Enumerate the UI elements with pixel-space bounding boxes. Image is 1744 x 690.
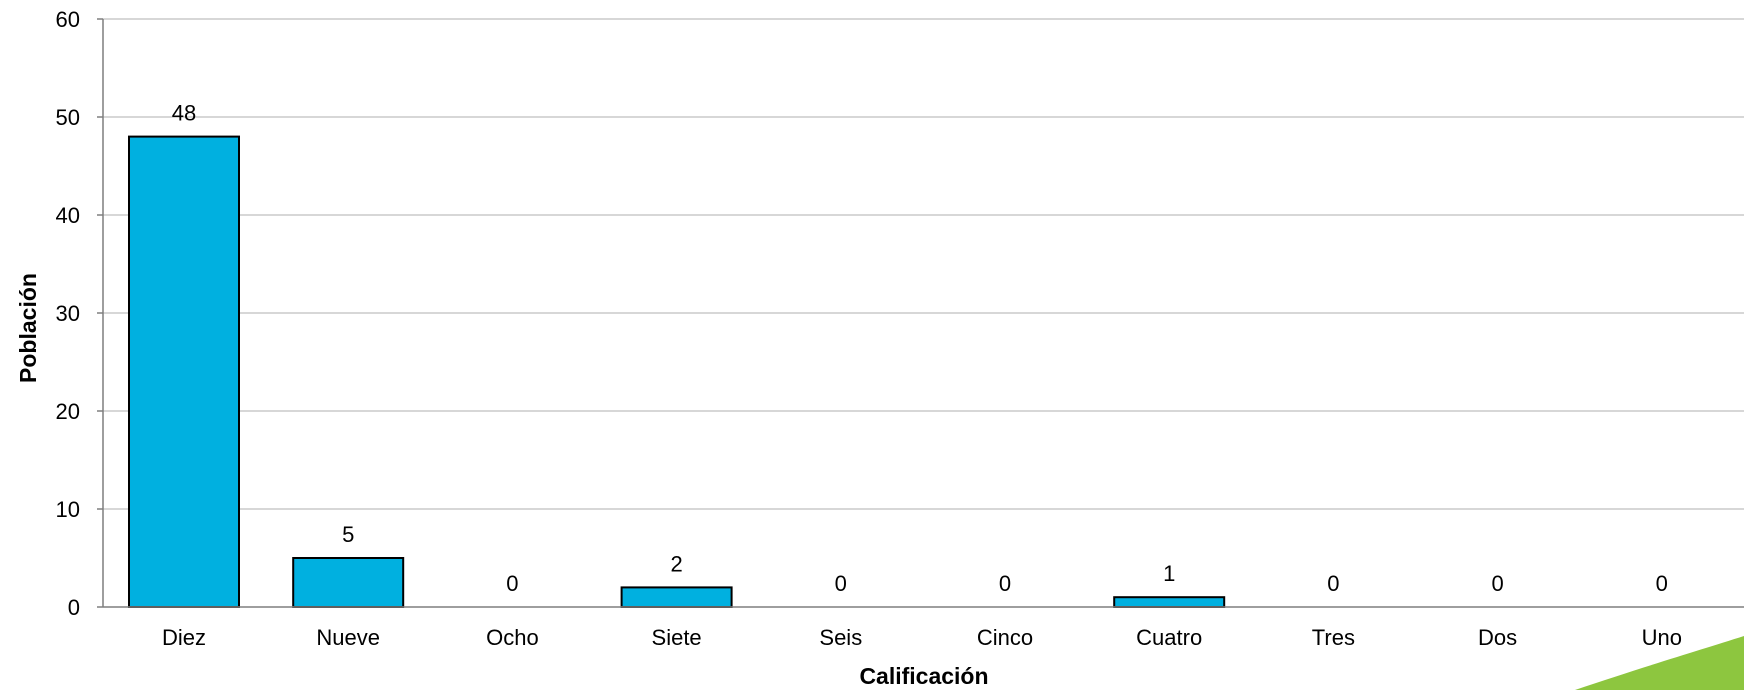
x-category-labels: Diez Nueve Ocho Siete Seis Cinco Cuatro Tres Dos… bbox=[162, 625, 1682, 650]
gridlines bbox=[103, 18, 1744, 510]
y-tick-label: 60 bbox=[56, 7, 80, 32]
data-label: 0 bbox=[506, 571, 518, 596]
x-tick-label: Diez bbox=[162, 625, 206, 650]
data-label: 2 bbox=[670, 551, 682, 576]
green-swoosh-decoration bbox=[1575, 636, 1744, 690]
bar-cuatro bbox=[1113, 596, 1226, 609]
data-labels: 48 5 0 2 0 0 1 0 0 0 bbox=[172, 101, 1668, 596]
x-tick-label: Nueve bbox=[316, 625, 380, 650]
bar-nueve bbox=[292, 557, 405, 608]
bar-siete bbox=[620, 586, 733, 609]
bar-diez bbox=[128, 135, 240, 608]
bars bbox=[128, 135, 1226, 609]
x-tick-label: Uno bbox=[1642, 625, 1682, 650]
data-label: 0 bbox=[1656, 571, 1668, 596]
x-tick-label: Tres bbox=[1312, 625, 1355, 650]
y-tick-label: 50 bbox=[56, 105, 80, 130]
x-tick-label: Siete bbox=[652, 625, 702, 650]
x-tick-label: Seis bbox=[819, 625, 862, 650]
data-label: 0 bbox=[999, 571, 1011, 596]
x-tick-label: Cinco bbox=[977, 625, 1033, 650]
y-tick-labels: 0 10 20 30 40 50 60 bbox=[56, 7, 80, 620]
y-tick-label: 20 bbox=[56, 399, 80, 424]
data-label: 0 bbox=[1327, 571, 1339, 596]
data-label: 48 bbox=[172, 101, 196, 126]
y-tick-label: 0 bbox=[68, 595, 80, 620]
data-label: 5 bbox=[342, 522, 354, 547]
data-label: 1 bbox=[1163, 561, 1175, 586]
y-axis-title: Población bbox=[15, 273, 41, 383]
x-axis-title: Calificación bbox=[859, 663, 988, 689]
data-label: 0 bbox=[1491, 571, 1503, 596]
x-tick-label: Ocho bbox=[486, 625, 539, 650]
axes bbox=[97, 18, 1744, 608]
y-tick-label: 10 bbox=[56, 497, 80, 522]
y-tick-label: 30 bbox=[56, 301, 80, 326]
x-tick-label: Cuatro bbox=[1136, 625, 1202, 650]
x-tick-label: Dos bbox=[1478, 625, 1517, 650]
data-label: 0 bbox=[835, 571, 847, 596]
y-tick-label: 40 bbox=[56, 203, 80, 228]
